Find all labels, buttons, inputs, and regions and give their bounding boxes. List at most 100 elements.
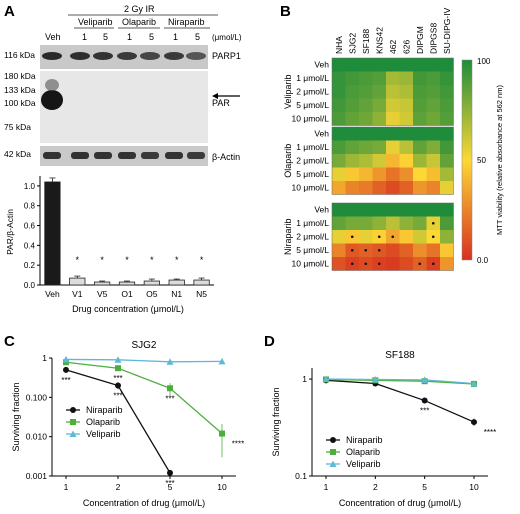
bar [69,277,86,286]
heatmap-cell [386,243,400,257]
row-label: 2 μmol/L [296,232,329,242]
heatmap-cell [440,58,454,72]
panel-d-letter: D [264,333,275,350]
legend-label: Veliparib [86,429,121,439]
data-point [471,419,477,426]
heatmap-cell [426,181,440,195]
heatmap-cell [399,112,413,126]
parp1-bands [42,52,206,60]
legend-marker [69,430,77,437]
y-tick-label: 1 [302,374,307,384]
column-label: SJG2 [347,32,357,54]
heatmap-cell [386,71,400,85]
ladder-label: 133 kDa [4,85,36,95]
colorbar [461,59,473,261]
x-tick-label: 5 [168,482,173,492]
x-tick-label: N1 [171,289,182,299]
heatmap-cell [372,167,386,181]
heatmap-cell [426,140,440,154]
heatmap-cell [440,230,454,244]
significance-dot [418,262,422,266]
x-tick-label: Veh [45,289,60,299]
data-point [421,376,429,383]
heatmap-cell [426,85,440,99]
panel-a-letter: A [4,3,15,20]
heatmap-cell [440,127,454,141]
significance-label: *** [165,479,174,488]
lane-label: 1 [82,32,87,42]
significance-dot [391,235,395,239]
significance-dot [377,235,381,239]
data-point [62,355,70,363]
heatmap-cell [386,85,400,99]
data-point [63,366,69,373]
heatmap-cell [426,127,440,141]
row-label: 5 μmol/L [296,169,329,179]
colorbar-tick: 50 [477,156,486,165]
group-label-olaparib: Olaparib [122,17,156,27]
heatmap-cell [399,154,413,168]
x-tick-label: 2 [373,482,378,492]
heatmap-cell [332,216,346,230]
arrow-left-icon [212,93,218,99]
heatmap-cell [399,243,413,257]
heatmap-cell [372,85,386,99]
heatmap-cell [359,230,373,244]
column-label: NHA [334,36,344,54]
legend-label: Olaparib [86,417,120,427]
heatmap-cell [372,98,386,112]
lane-label: 5 [195,32,200,42]
heatmap-cell [440,167,454,181]
group-label: Niraparib [283,218,293,255]
significance-label: *** [165,394,174,403]
heatmap-cell [386,167,400,181]
heatmap-cell [426,167,440,181]
heatmap-cell [345,167,359,181]
data-point [167,469,173,476]
heatmap-cell [345,181,359,195]
chart-title: SJG2 [131,340,156,351]
heatmap-cell [386,98,400,112]
heatmap-cell [386,203,400,217]
column-label: 462 [388,40,398,54]
heatmap-cell [359,127,373,141]
heatmap-cell [359,98,373,112]
group-label: Olaparib [283,144,293,178]
y-tick-label: 0.8 [24,202,36,211]
heatmap-cell [332,167,346,181]
significance-label: *** [113,374,122,383]
significance-label: *** [61,376,70,385]
heatmap-cell [359,216,373,230]
significance-dot [350,262,354,266]
x-tick-label: O5 [146,289,158,299]
heatmap-cell [332,203,346,217]
x-axis-label: Concentration of drug (μmol/L) [339,498,461,508]
significance-label: **** [484,428,496,437]
legend-label: Veliparib [346,459,381,469]
legend-marker [70,419,76,425]
heatmap-cell [372,216,386,230]
lane-label: 1 [173,32,178,42]
lane-label: 1 [127,32,132,42]
bar [44,181,61,286]
data-point [421,397,428,404]
heatmap-cell [426,203,440,217]
heatmap-cell [345,216,359,230]
heatmap-cell [332,85,346,99]
heatmap-cell [345,85,359,99]
viability-heatmap: NHA SJG2 SF188 KNS42 462 626 DIPGM DIPGS8 SU-DIP… [283,7,454,271]
heatmap-cell [426,58,440,72]
data-point [470,379,478,387]
x-tick-label: 1 [324,482,329,492]
heatmap-cell [440,85,454,99]
significance-marker: * [175,255,179,265]
heatmap-cell [440,71,454,85]
y-tick-label: 0.001 [26,471,48,481]
heatmap-cell [399,230,413,244]
heatmap-cell [332,71,346,85]
heatmap-cell [399,167,413,181]
significance-dot [350,235,354,239]
significance-marker: * [100,255,104,265]
heatmap-cell [413,112,427,126]
